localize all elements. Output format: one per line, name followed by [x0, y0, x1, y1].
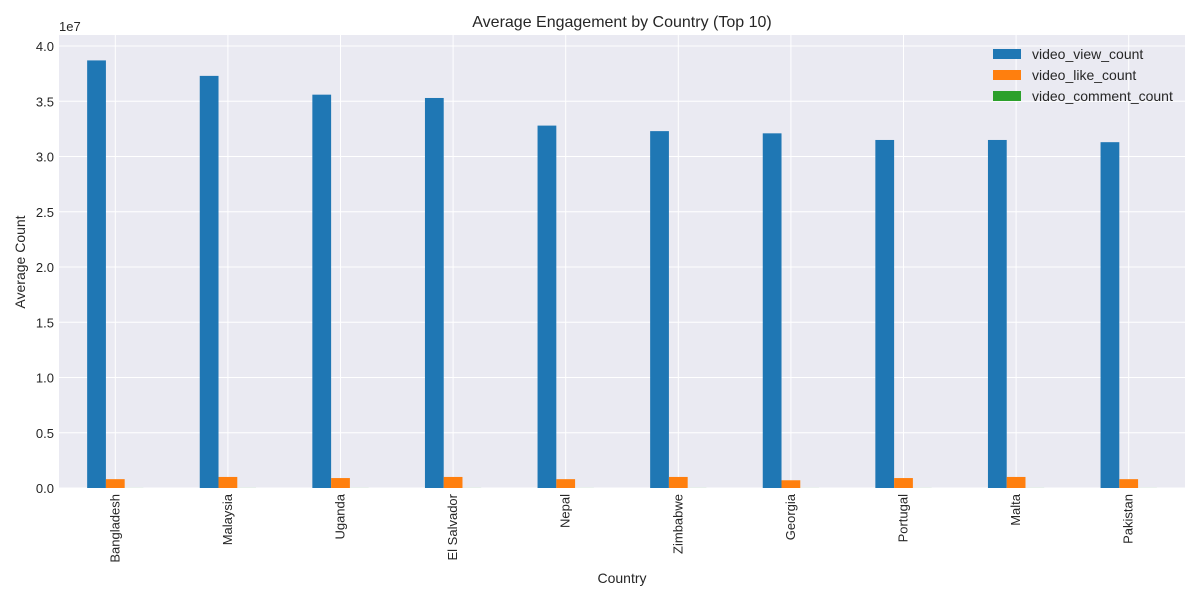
bar-video-like-count	[894, 478, 913, 488]
bar-video-view-count	[1100, 142, 1120, 489]
bar-video-like-count	[105, 479, 125, 488]
legend-label: video_comment_count	[1032, 88, 1173, 104]
legend-swatch	[993, 49, 1021, 59]
y-tick-label: 0.0	[36, 481, 54, 496]
x-tick-label: Uganda	[333, 493, 348, 539]
x-tick-label: Malta	[1008, 493, 1023, 526]
bar-video-like-count	[1006, 476, 1026, 488]
bar-video-view-count	[762, 133, 782, 488]
legend-swatch	[993, 70, 1021, 80]
bars	[87, 60, 1157, 489]
bar-video-view-count	[87, 60, 106, 488]
bar-video-like-count	[1119, 479, 1139, 488]
bar-video-like-count	[781, 480, 801, 488]
bar-video-like-count	[668, 476, 688, 488]
x-tick-label: Pakistan	[1121, 494, 1136, 544]
legend-label: video_like_count	[1032, 67, 1136, 83]
x-tick-label: El Salvador	[445, 493, 460, 560]
y-tick-label: 3.0	[36, 150, 54, 165]
x-tick-label: Zimbabwe	[670, 494, 685, 554]
y-tick-label: 3.5	[36, 94, 54, 109]
chart-title: Average Engagement by Country (Top 10)	[472, 14, 771, 31]
x-axis-title: Country	[597, 570, 646, 586]
y-offset-label: 1e7	[59, 19, 81, 34]
x-tick-label: Georgia	[783, 493, 798, 540]
bar-video-view-count	[875, 139, 895, 488]
x-tick-label: Bangladesh	[107, 494, 122, 563]
y-tick-label: 4.0	[36, 39, 54, 54]
grid-lines	[59, 35, 1185, 489]
bar-video-like-count	[218, 476, 238, 488]
legend-swatch	[993, 91, 1021, 101]
bar-video-like-count	[331, 478, 350, 488]
y-axis-title: Average Count	[12, 215, 28, 308]
bar-video-view-count	[199, 75, 219, 488]
x-tick-label: Malaysia	[220, 493, 235, 545]
x-tick-label: Portugal	[896, 494, 911, 543]
y-axis-ticks: 0.0 0.5 1.0 1.5 2.0 2.5 3.0 3.5 4.0	[36, 39, 54, 496]
bar-video-view-count	[424, 97, 444, 488]
y-tick-label: 1.0	[36, 371, 54, 386]
y-tick-label: 0.5	[36, 426, 54, 441]
y-tick-label: 2.5	[36, 205, 54, 220]
bar-video-view-count	[537, 125, 557, 488]
x-tick-label: Nepal	[558, 494, 573, 528]
bar-video-view-count	[650, 131, 669, 488]
y-tick-label: 2.0	[36, 260, 54, 275]
bar-video-like-count	[556, 479, 576, 488]
legend: video_view_count video_like_count video_co…	[993, 46, 1173, 104]
legend-label: video_view_count	[1032, 46, 1143, 62]
bar-video-like-count	[443, 476, 463, 488]
bar-video-view-count	[987, 139, 1007, 488]
y-tick-label: 1.5	[36, 315, 54, 330]
x-axis-ticks: Bangladesh Malaysia Uganda El Salvador Nepal…	[107, 493, 1135, 562]
bar-video-view-count	[312, 94, 332, 488]
